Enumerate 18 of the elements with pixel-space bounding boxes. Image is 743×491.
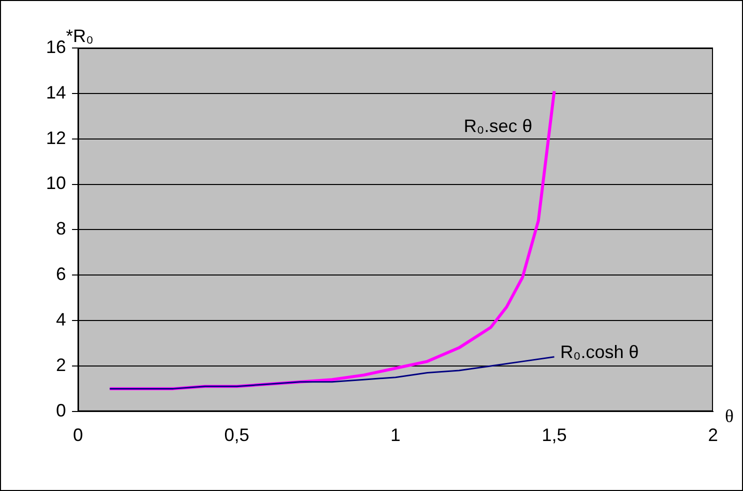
x-axis-title: θ [725, 406, 734, 426]
y-tick-label: 12 [46, 128, 66, 148]
y-axis-title: *R₀ [66, 26, 94, 46]
y-tick-label: 14 [46, 82, 66, 102]
x-tick-label: 1 [390, 425, 401, 446]
y-tick-label: 2 [56, 354, 66, 375]
y-tick-label: 8 [56, 218, 66, 239]
x-tick-label: 2 [708, 425, 718, 446]
x-tick-label: 0,5 [224, 425, 250, 446]
y-tick-label: 16 [46, 36, 66, 57]
y-tick-label: 10 [46, 173, 66, 194]
x-tick-label: 0 [73, 425, 84, 446]
series-label: R₀.sec θ [464, 116, 532, 136]
y-tick-label: 0 [56, 400, 66, 420]
x-tick-label: 1,5 [542, 425, 567, 446]
y-tick-label: 6 [56, 264, 66, 284]
y-tick-label: 4 [56, 310, 66, 330]
series-label: R₀.cosh θ [560, 342, 639, 362]
